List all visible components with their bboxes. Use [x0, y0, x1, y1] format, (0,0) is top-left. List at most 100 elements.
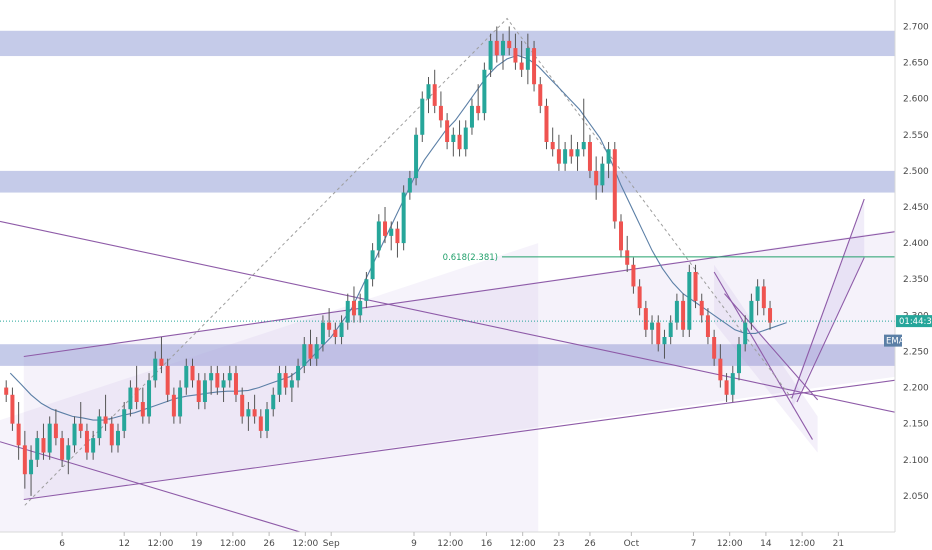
candle-body	[78, 423, 83, 431]
candle	[569, 134, 574, 164]
candle	[507, 26, 512, 56]
candle	[246, 402, 251, 431]
candle-body	[743, 322, 748, 345]
candle	[308, 329, 313, 366]
time-tick-label: 19	[191, 539, 203, 549]
candle	[4, 380, 9, 402]
candle-body	[532, 48, 537, 85]
candle	[513, 33, 518, 70]
time-tick-label: 7	[691, 539, 697, 549]
candle-body	[581, 142, 586, 150]
candle-body	[768, 308, 773, 323]
candle-body	[718, 358, 723, 381]
time-axis-ticks[interactable]: 6 12 12:00 19 12:00 26 12:00 Sep 9 12:00 16 12:00 23…	[59, 532, 844, 549]
candle-body	[333, 329, 338, 337]
candle-body	[60, 438, 65, 460]
candle	[563, 142, 568, 171]
candle-body	[488, 40, 493, 70]
candle-body	[438, 105, 443, 121]
candle	[407, 170, 412, 200]
time-tick-label: 23	[553, 539, 564, 549]
candle-body	[115, 430, 120, 446]
candle-body	[712, 337, 717, 359]
candle	[370, 243, 375, 287]
candle	[16, 402, 21, 460]
candle	[358, 293, 363, 323]
candle	[693, 264, 698, 309]
candle-body	[178, 387, 183, 417]
candle-body	[432, 84, 437, 106]
swing-dashed-line	[24, 17, 793, 506]
candle	[631, 257, 636, 294]
candle	[84, 423, 89, 460]
candle-body	[233, 373, 238, 395]
candle	[147, 373, 152, 424]
candle-body	[320, 322, 325, 345]
candle-body	[22, 445, 27, 475]
price-tick-label: 2.050	[903, 492, 929, 502]
candle-body	[103, 416, 108, 424]
candle	[532, 40, 537, 92]
candle-body	[643, 308, 648, 330]
candle-body	[650, 322, 655, 330]
candle-body	[252, 409, 257, 417]
candle	[445, 113, 450, 150]
candle-layer	[4, 26, 773, 496]
candle	[705, 308, 710, 345]
candle	[761, 279, 766, 316]
candle-body	[246, 409, 251, 417]
candle	[165, 358, 170, 402]
candle	[233, 365, 238, 402]
candle	[674, 293, 679, 330]
breakout-line-1	[791, 198, 865, 399]
zone-band-3	[0, 344, 895, 366]
time-tick-label: 12:00	[510, 539, 536, 549]
candle-body	[569, 149, 574, 157]
candle	[91, 430, 96, 460]
lower-channel-fill	[0, 243, 539, 532]
time-tick-label: 12:00	[717, 539, 743, 549]
candle-body	[277, 373, 282, 395]
candle	[476, 84, 481, 121]
candle	[283, 365, 288, 395]
candle	[53, 409, 58, 446]
candle	[668, 315, 673, 345]
candle-body	[736, 344, 741, 374]
candle-body	[184, 365, 189, 388]
candle-body	[140, 402, 145, 417]
candle	[451, 127, 456, 157]
candle-body	[345, 300, 350, 323]
price-tick-label: 2.100	[903, 456, 929, 466]
candle-body	[507, 40, 512, 49]
candle	[140, 387, 145, 424]
candle-body	[693, 272, 698, 301]
candle	[10, 387, 15, 431]
candle-body	[538, 84, 543, 106]
candle-body	[414, 134, 419, 179]
candle	[383, 207, 388, 244]
candle	[60, 430, 65, 467]
candle-body	[215, 373, 220, 388]
time-tick-label: 12:00	[147, 539, 173, 549]
candle-body	[221, 380, 226, 388]
candle	[97, 409, 102, 446]
candle-body	[190, 365, 195, 381]
candle	[72, 416, 77, 453]
candle	[78, 402, 83, 439]
candle-body	[35, 438, 40, 460]
candle-body	[364, 279, 369, 301]
candle	[202, 373, 207, 410]
candle	[320, 315, 325, 352]
current-price-tag-text: 01:44:39	[899, 317, 932, 327]
zone-band-2	[0, 170, 895, 193]
price-tick-label: 2.550	[903, 131, 929, 141]
candle	[525, 33, 530, 85]
candle-body	[755, 286, 760, 301]
candle-body	[563, 149, 568, 164]
candle	[594, 156, 599, 200]
price-tick-label: 2.150	[903, 420, 929, 430]
price-tick-label: 2.650	[903, 59, 929, 69]
candle	[581, 98, 586, 157]
